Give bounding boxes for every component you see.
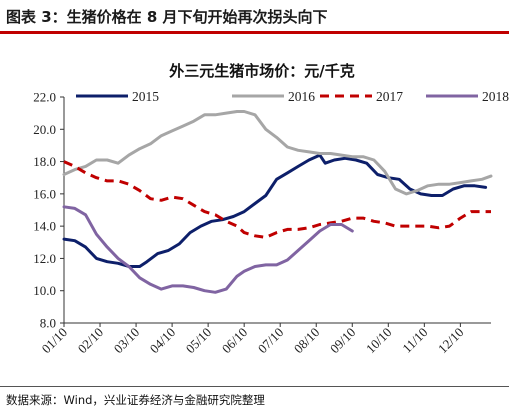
header-rule [0, 31, 509, 34]
chart-legend: 2015 2016 2017 2018 [76, 89, 509, 104]
y-tick-label: 12.0 [33, 251, 56, 266]
x-tick-label: 04/10 [147, 325, 179, 357]
legend-label-2017: 2017 [376, 89, 403, 104]
legend-label-2016: 2016 [288, 89, 315, 104]
y-tick-label: 22.0 [33, 90, 56, 105]
series-line-2015 [62, 153, 488, 268]
chart-axes: 8.010.012.014.016.018.020.022.001/10 02/1… [33, 90, 491, 357]
x-tick-label: 07/10 [255, 325, 287, 357]
x-tick-label: 03/10 [111, 325, 143, 357]
chart-title: 外三元生猪市场价：元/千克 [168, 62, 354, 80]
series-line-2016 [62, 110, 493, 196]
x-tick-label: 05/10 [183, 325, 215, 357]
figure-title: 图表 3：生猪价格在 8 月下旬开始再次拐头向下 [6, 8, 328, 26]
x-tick-label: 09/10 [327, 325, 359, 357]
y-tick-label: 10.0 [33, 283, 56, 298]
series-line-2018 [62, 205, 354, 294]
plot-area [62, 110, 493, 294]
legend-label-2015: 2015 [132, 89, 159, 104]
x-tick-label: 10/10 [363, 325, 395, 357]
y-tick-label: 14.0 [33, 219, 56, 234]
y-tick-label: 8.0 [40, 316, 56, 331]
price-line-chart: 外三元生猪市场价：元/千克 2015 2016 2017 2018 8.0 10.0 12… [33, 62, 509, 357]
figure-header: 图表 3：生猪价格在 8 月下旬开始再次拐头向下 [0, 0, 509, 34]
source-rule [0, 386, 509, 387]
x-tick-label: 11/10 [399, 325, 430, 356]
y-tick-label: 18.0 [33, 154, 56, 169]
source-note: 数据来源：Wind，兴业证券经济与金融研究院整理 [6, 393, 265, 407]
y-tick-label: 20.0 [33, 122, 56, 137]
series-line-2017 [63, 160, 491, 239]
x-tick-label: 12/10 [435, 325, 467, 357]
y-tick-label: 16.0 [33, 186, 56, 201]
x-tick-label: 08/10 [291, 325, 323, 357]
legend-label-2018: 2018 [482, 89, 509, 104]
x-tick-label: 06/10 [219, 325, 251, 357]
x-tick-label: 02/10 [75, 325, 107, 357]
